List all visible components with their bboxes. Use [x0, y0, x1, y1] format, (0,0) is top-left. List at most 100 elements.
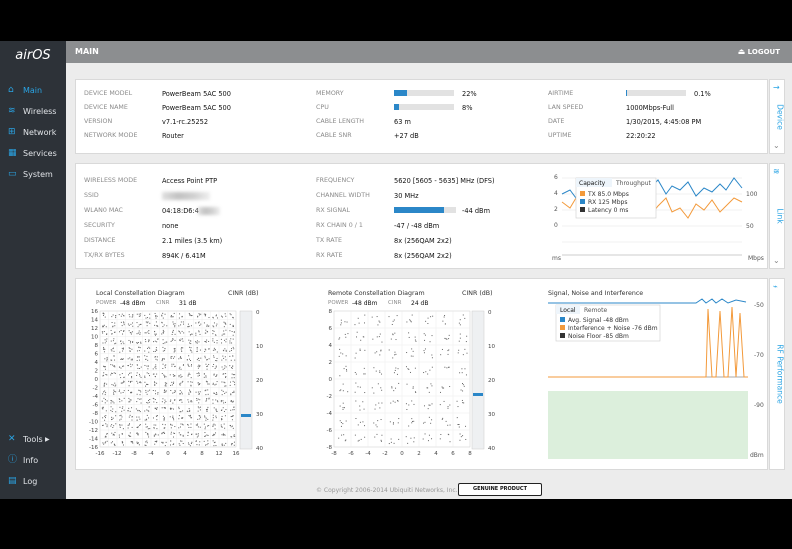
- ssid-label: SSID: [84, 192, 99, 199]
- constellation-point: [163, 324, 165, 326]
- constellation-point: [162, 367, 164, 369]
- constellation-point: [181, 347, 183, 349]
- constellation-point: [114, 322, 116, 324]
- throughput-tab[interactable]: Throughput: [615, 180, 651, 187]
- constellation-point: [232, 316, 234, 318]
- sidebar-item-info[interactable]: ⓘ Info: [0, 451, 66, 470]
- constellation-point: [188, 339, 190, 341]
- constellation-point: [232, 409, 234, 411]
- constellation-point: [102, 408, 104, 410]
- constellation-point: [397, 422, 399, 424]
- constellation-point: [381, 341, 383, 343]
- constellation-point: [376, 433, 378, 435]
- constellation-point: [181, 440, 183, 442]
- constellation-point: [187, 424, 189, 426]
- constellation-point: [106, 433, 108, 435]
- rf-panel: Local Constellation Diagram CINR (dB) PO…: [75, 278, 768, 470]
- constellation-point: [123, 329, 125, 331]
- constellation-point: [198, 341, 200, 343]
- local-cinr-marker: [241, 414, 251, 417]
- sidebar-item-system[interactable]: ▭ System: [0, 165, 66, 184]
- constellation-point: [104, 348, 106, 350]
- constellation-point: [137, 426, 139, 428]
- constellation-point: [380, 419, 382, 421]
- constellation-point: [102, 375, 104, 377]
- remote-y-tick: 6: [329, 326, 333, 332]
- constellation-point: [173, 375, 175, 377]
- constellation-point: [132, 442, 134, 444]
- local-x-ticks: -16 -12 -8 -4 0 4 8 12 16: [96, 451, 240, 457]
- constellation-point: [232, 365, 234, 367]
- constellation-point: [146, 393, 148, 395]
- constellation-point: [111, 416, 113, 418]
- constellation-point: [106, 440, 108, 442]
- constellation-point: [154, 366, 156, 368]
- constellation-point: [197, 406, 199, 408]
- constellation-point: [213, 322, 215, 324]
- constellation-point: [131, 348, 133, 350]
- sidebar-item-wireless[interactable]: ≋ Wireless: [0, 102, 66, 121]
- log-icon: ▤: [8, 476, 17, 486]
- constellation-point: [110, 406, 112, 408]
- constellation-point: [174, 399, 176, 401]
- logout-button[interactable]: ⏏ LOGOUT: [738, 41, 780, 63]
- constellation-point: [428, 434, 430, 436]
- constellation-point: [190, 377, 192, 379]
- constellation-point: [427, 373, 429, 375]
- constellation-point: [229, 323, 231, 325]
- constellation-point: [441, 386, 443, 388]
- constellation-point: [371, 387, 373, 389]
- distance-label: DISTANCE: [84, 237, 116, 244]
- constellation-point: [164, 385, 166, 387]
- constellation-point: [144, 314, 146, 316]
- constellation-point: [205, 444, 207, 446]
- constellation-point: [144, 350, 146, 352]
- constellation-point: [373, 367, 375, 369]
- constellation-point: [171, 407, 173, 409]
- constellation-point: [459, 324, 461, 326]
- constellation-point: [181, 381, 183, 383]
- rf-performance-tab[interactable]: ⌁ RF Performance: [769, 278, 785, 470]
- link-tab[interactable]: ≋ Link ⌄: [769, 163, 785, 269]
- constellation-point: [120, 414, 122, 416]
- sidebar-item-tools[interactable]: ✕ Tools ▶: [0, 430, 66, 449]
- capacity-tab[interactable]: Capacity: [579, 180, 606, 187]
- sidebar-item-services[interactable]: ▦ Services: [0, 144, 66, 163]
- constellation-point: [187, 374, 189, 376]
- constellation-point: [129, 332, 131, 334]
- constellation-point: [358, 439, 360, 441]
- constellation-point: [214, 434, 216, 436]
- constellation-point: [122, 341, 124, 343]
- airtime-bar-fill: [626, 90, 628, 96]
- constellation-point: [147, 432, 149, 434]
- constellation-point: [216, 317, 218, 319]
- local-constellation-points: [101, 312, 236, 447]
- sidebar-item-main[interactable]: ⌂ Main: [0, 81, 66, 100]
- local-power-value: -48 dBm: [120, 300, 146, 307]
- constellation-point: [199, 333, 201, 335]
- sidebar-item-log[interactable]: ▤ Log: [0, 472, 66, 491]
- local-tab[interactable]: Local: [560, 307, 576, 314]
- constellation-point: [120, 329, 122, 331]
- constellation-point: [173, 436, 175, 438]
- sidebar-item-network[interactable]: ⊞ Network: [0, 123, 66, 142]
- constellation-point: [149, 322, 151, 324]
- constellation-point: [406, 409, 408, 411]
- noise-legend-label: Noise Floor -85 dBm: [568, 333, 629, 340]
- constellation-point: [156, 382, 158, 384]
- constellation-point: [137, 433, 139, 435]
- constellation-point: [462, 383, 464, 385]
- constellation-point: [422, 438, 424, 440]
- constellation-point: [461, 368, 463, 370]
- device-tab[interactable]: → Device ⌄: [769, 79, 785, 154]
- constellation-point: [113, 347, 115, 349]
- right-tick: 100: [746, 191, 758, 198]
- constellation-point: [156, 373, 158, 375]
- system-icon: ▭: [8, 169, 17, 179]
- constellation-point: [427, 323, 429, 325]
- constellation-point: [439, 438, 441, 440]
- remote-tab[interactable]: Remote: [584, 307, 607, 314]
- constellation-point: [232, 425, 234, 427]
- constellation-point: [182, 443, 184, 445]
